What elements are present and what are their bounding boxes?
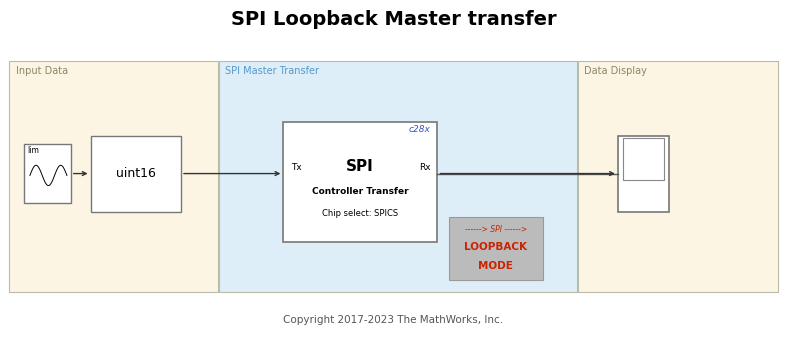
Bar: [618, 136, 669, 212]
Bar: [24, 144, 71, 203]
Text: Input Data: Input Data: [16, 66, 68, 76]
Text: Data Display: Data Display: [584, 66, 647, 76]
Bar: [623, 138, 664, 180]
Text: Copyright 2017-2023 The MathWorks, Inc.: Copyright 2017-2023 The MathWorks, Inc.: [283, 316, 504, 325]
Text: lim: lim: [27, 146, 39, 155]
Text: ------> SPI ------>: ------> SPI ------>: [464, 225, 527, 234]
Text: Tx: Tx: [291, 163, 302, 172]
Text: SPI: SPI: [346, 159, 374, 174]
Text: MODE: MODE: [478, 261, 513, 271]
Text: SPI Master Transfer: SPI Master Transfer: [225, 66, 319, 76]
Text: SPI Loopback Master transfer: SPI Loopback Master transfer: [231, 10, 556, 29]
Bar: [578, 61, 778, 292]
Bar: [219, 61, 577, 292]
Text: c28x: c28x: [408, 125, 430, 135]
Text: uint16: uint16: [116, 167, 156, 180]
Text: LOOPBACK: LOOPBACK: [464, 242, 527, 252]
Text: Rx: Rx: [419, 163, 430, 172]
Bar: [283, 122, 437, 242]
Bar: [9, 61, 218, 292]
Text: Controller Transfer: Controller Transfer: [312, 187, 408, 196]
Bar: [91, 136, 181, 212]
Bar: [449, 217, 543, 280]
Text: Chip select: SPICS: Chip select: SPICS: [322, 209, 398, 218]
